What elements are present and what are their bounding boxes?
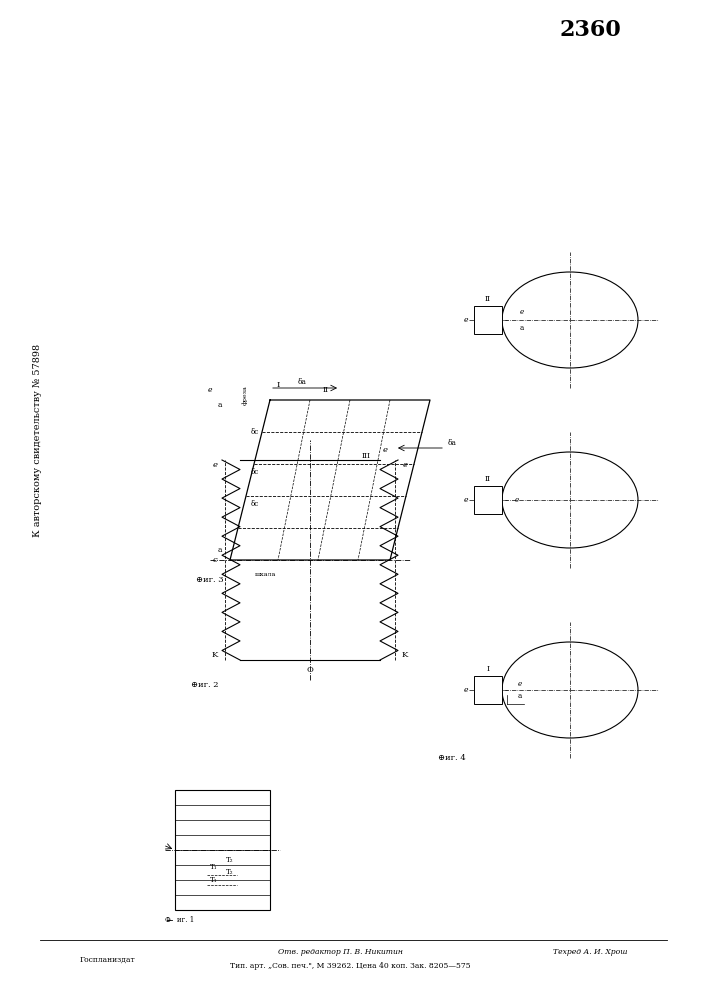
Text: T₂: T₂ [226, 856, 234, 864]
Text: III: III [361, 452, 370, 460]
Text: e: e [402, 461, 407, 469]
Text: e: e [515, 496, 519, 504]
Bar [474, 486, 502, 514]
Bar [474, 676, 502, 704]
Text: δc: δc [251, 468, 259, 476]
Text: T₂: T₂ [226, 868, 234, 876]
Text: δc: δc [251, 428, 259, 436]
Text: K: K [402, 651, 408, 659]
Text: e: e [464, 316, 468, 324]
Text: K: K [212, 651, 218, 659]
Text: a: a [520, 324, 524, 332]
Text: δa: δa [298, 378, 307, 386]
Bar [175, 790, 270, 910]
Text: II: II [323, 386, 329, 394]
Text: e: e [213, 461, 218, 469]
Text: e: e [520, 308, 524, 316]
Text: e: e [464, 496, 468, 504]
Text: II: II [485, 475, 491, 483]
Text: a: a [218, 546, 222, 554]
Text: II: II [485, 295, 491, 303]
Text: a: a [518, 692, 522, 700]
Text: +: + [167, 918, 171, 922]
Text: T₁: T₁ [210, 863, 218, 871]
Text: Ф: Ф [165, 916, 171, 924]
Text: шкала: шкала [255, 572, 276, 578]
Text: Техред А. И. Хрош: Техред А. И. Хрош [553, 948, 627, 956]
Text: O: O [307, 666, 313, 674]
Text: e: e [382, 446, 387, 454]
Text: ⊕иг. 3: ⊕иг. 3 [196, 576, 224, 584]
Text: c: c [213, 556, 217, 564]
Text: I: I [486, 665, 489, 673]
Text: I: I [276, 381, 280, 389]
Text: e: e [464, 686, 468, 694]
Text: иг. 1: иг. 1 [177, 916, 194, 924]
Text: Госпланиздат: Госпланиздат [80, 956, 136, 964]
Text: фреза: фреза [243, 385, 248, 405]
Text: ⊕иг. 2: ⊕иг. 2 [192, 681, 218, 689]
Text: a: a [218, 401, 222, 409]
Bar [474, 306, 502, 334]
Text: 2360: 2360 [559, 19, 621, 41]
Text: δc: δc [251, 500, 259, 508]
Text: e: e [518, 680, 522, 688]
Text: Отв. редактор П. В. Никитин: Отв. редактор П. В. Никитин [278, 948, 402, 956]
Text: δa: δa [448, 439, 457, 447]
Text: ⊕иг. 4: ⊕иг. 4 [438, 754, 466, 762]
Text: Тип. арт. „Сов. печ.", М 39262. Цена 40 коп. Зак. 8205—575: Тип. арт. „Сов. печ.", М 39262. Цена 40 … [230, 962, 470, 970]
Text: К авторскому свидетельству № 57898: К авторскому свидетельству № 57898 [33, 343, 42, 537]
Text: e: e [208, 386, 212, 394]
Text: T₁: T₁ [210, 876, 218, 884]
